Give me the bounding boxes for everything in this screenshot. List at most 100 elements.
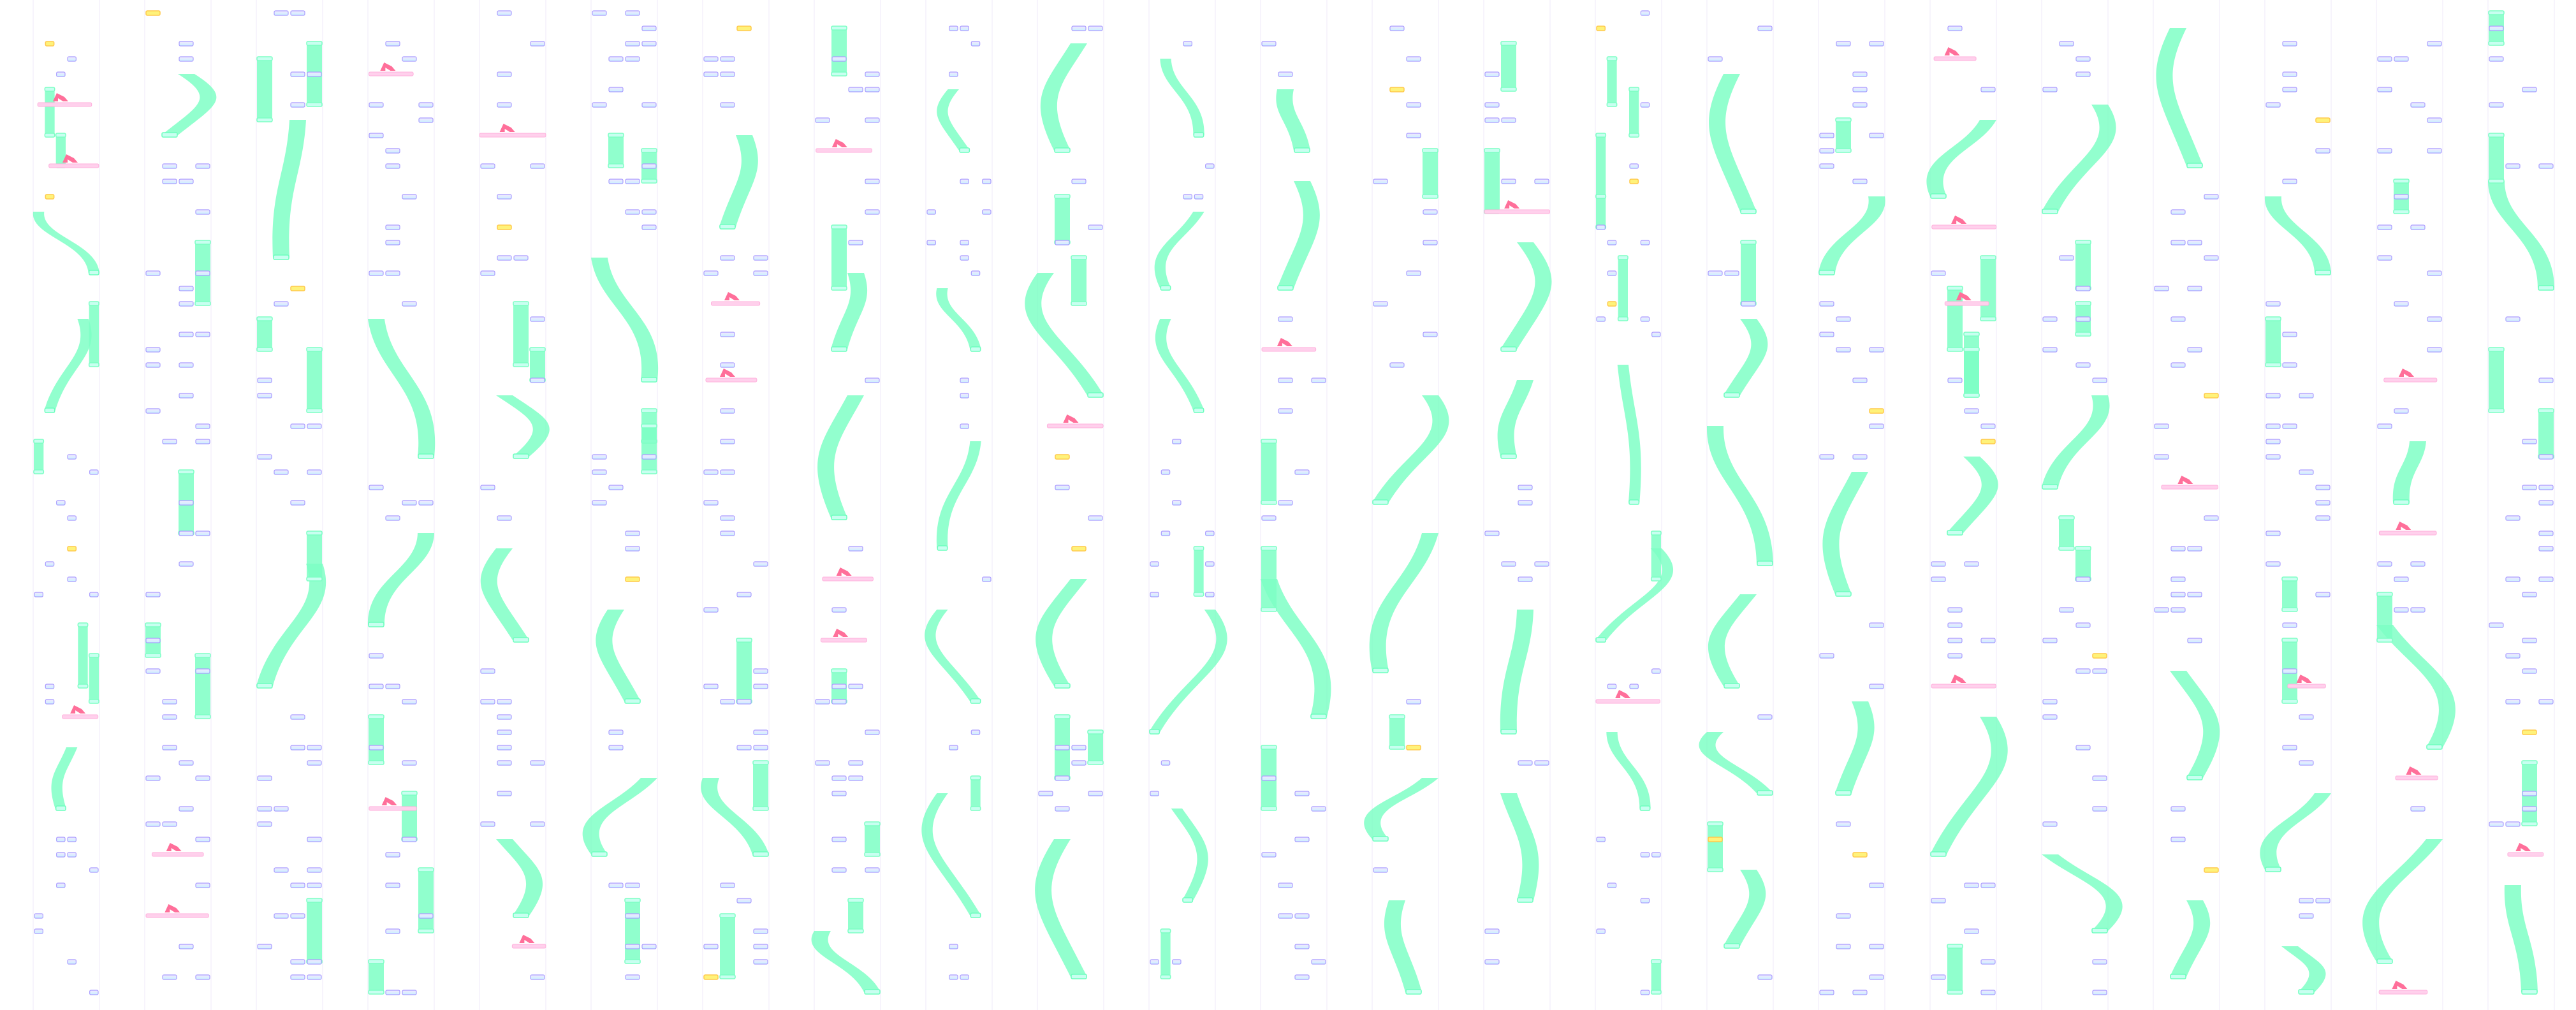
tap-note	[1931, 898, 1946, 904]
tap-note	[641, 41, 657, 47]
slide-note	[161, 74, 217, 135]
flick-arrow-icon	[519, 935, 535, 943]
flick-bar	[1261, 347, 1317, 352]
hold-head	[1261, 439, 1277, 444]
hold-note	[402, 793, 417, 839]
slide-note	[1372, 395, 1449, 502]
slide-note	[1699, 732, 1773, 793]
hold-tail	[2281, 699, 2298, 704]
tap-note	[1534, 561, 1549, 567]
hold-note	[736, 640, 752, 701]
hold-note	[608, 135, 624, 166]
break-note	[1629, 179, 1639, 184]
slide-note	[1723, 319, 1768, 395]
tap-note	[641, 224, 657, 230]
tap-note	[1964, 408, 1979, 414]
tap-note	[2522, 791, 2537, 796]
hold-tail	[1261, 607, 1277, 612]
hold-head	[641, 408, 657, 413]
tap-note	[1640, 240, 1650, 245]
flick-bar	[369, 71, 414, 77]
hold-head	[1980, 255, 1996, 260]
tap-note	[720, 882, 735, 888]
flick-bar	[1944, 301, 1989, 306]
slide-end-cap	[1930, 193, 1947, 199]
hold-note	[2075, 548, 2091, 579]
tap-note	[2394, 56, 2409, 62]
slide-end-cap	[1723, 943, 1740, 949]
tap-note	[162, 745, 177, 750]
tap-note	[162, 699, 177, 705]
tap-note	[1261, 41, 1277, 47]
hold-tail	[624, 959, 641, 964]
hold-note	[831, 28, 847, 74]
hold-note	[2265, 319, 2281, 365]
hold-head	[194, 240, 211, 245]
tap-note	[1055, 775, 1070, 781]
tap-note	[257, 454, 272, 460]
tap-note	[1389, 362, 1405, 368]
tap-note	[625, 56, 640, 62]
tap-note	[2538, 377, 2554, 383]
slide-end-cap	[1087, 392, 1104, 398]
hold-head	[719, 913, 736, 918]
tap-note	[2410, 607, 2426, 613]
hold-tail	[1628, 133, 1640, 138]
tap-note	[195, 882, 210, 888]
tap-note	[2522, 439, 2537, 444]
slide-note	[1369, 533, 1438, 671]
slide-note	[1277, 181, 1320, 288]
slide-note	[1025, 273, 1104, 395]
slide-end-cap	[88, 270, 99, 275]
tap-note	[960, 179, 969, 184]
tap-note	[34, 913, 43, 919]
tap-note	[67, 852, 77, 858]
slide-note	[1500, 610, 1533, 732]
tap-note	[1852, 179, 1868, 184]
tap-note	[592, 500, 607, 506]
hold-note	[1423, 150, 1438, 196]
tap-note	[307, 974, 322, 980]
tap-note	[1819, 990, 1834, 995]
tap-note	[815, 117, 830, 123]
tap-note	[257, 944, 272, 949]
tap-note	[831, 791, 847, 796]
tap-note	[2042, 699, 2058, 705]
tap-note	[2522, 806, 2537, 812]
slide-note	[2376, 625, 2455, 747]
tap-note	[2092, 990, 2107, 995]
break-note	[1607, 301, 1617, 307]
tap-note	[2427, 41, 2442, 47]
tap-note	[307, 423, 322, 429]
break-note	[1406, 745, 1421, 750]
tap-note	[2410, 806, 2426, 812]
tap-note	[530, 760, 545, 766]
hold-head	[178, 469, 194, 474]
tap-note	[307, 745, 322, 750]
tap-note	[162, 974, 177, 980]
tap-note	[145, 638, 161, 643]
slide-end-cap	[1149, 729, 1160, 735]
tap-note	[2410, 561, 2426, 567]
tap-note	[865, 87, 880, 92]
tap-note	[1373, 301, 1388, 307]
tap-note	[1205, 163, 1215, 169]
tap-note	[1629, 684, 1639, 689]
tap-note	[2489, 56, 2504, 62]
slide-end-cap	[2170, 974, 2186, 979]
tap-note	[2538, 454, 2554, 460]
tap-note	[2505, 653, 2521, 659]
tap-note	[831, 607, 847, 613]
tap-note	[1947, 607, 1963, 613]
slide-end-cap	[1628, 499, 1640, 505]
tap-note	[1947, 638, 1963, 643]
hold-tail	[33, 469, 45, 474]
hold-head	[368, 959, 384, 964]
tap-note	[497, 714, 512, 720]
flick-arrow-icon	[1956, 292, 1972, 300]
tap-note	[1869, 622, 1884, 628]
tap-note	[2187, 592, 2202, 597]
tap-note	[385, 270, 400, 276]
slide-note	[1155, 319, 1204, 411]
tap-note	[1980, 990, 1996, 995]
